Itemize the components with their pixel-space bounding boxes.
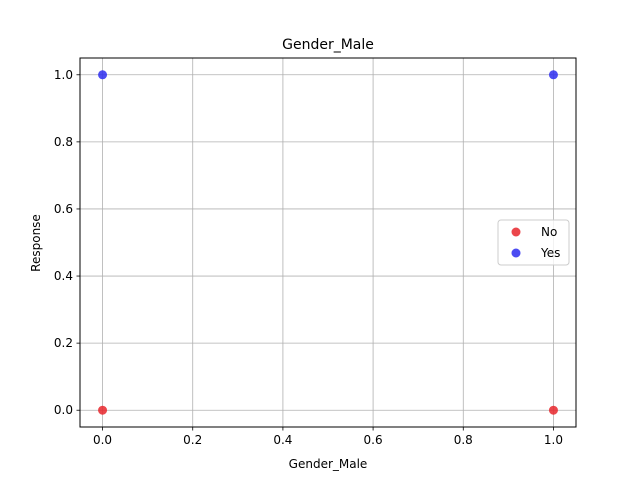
- x-tick-label: 0.2: [183, 433, 202, 447]
- legend-label-no: No: [541, 225, 557, 239]
- point-no: [98, 405, 108, 415]
- y-tick-label: 0.6: [54, 202, 73, 216]
- data-points: [98, 70, 558, 415]
- x-tick-label: 1.0: [544, 433, 563, 447]
- chart-title: Gender_Male: [282, 37, 374, 53]
- x-tick-label: 0.8: [454, 433, 473, 447]
- x-tick-label: 0.6: [364, 433, 383, 447]
- legend-marker-no: [511, 227, 521, 237]
- y-tick-label: 0.4: [54, 269, 73, 283]
- point-yes: [98, 70, 108, 80]
- y-axis: 0.0 0.2 0.4 0.6 0.8 1.0: [54, 68, 80, 417]
- legend: No Yes: [497, 219, 570, 266]
- legend-marker-yes: [511, 248, 521, 258]
- x-axis-label: Gender_Male: [289, 457, 368, 471]
- x-axis: 0.0 0.2 0.4 0.6 0.8 1.0: [93, 427, 563, 447]
- y-axis-label: Response: [29, 214, 43, 272]
- point-yes: [548, 70, 558, 80]
- y-tick-label: 0.8: [54, 135, 73, 149]
- x-tick-label: 0.0: [93, 433, 112, 447]
- x-tick-label: 0.4: [273, 433, 292, 447]
- legend-label-yes: Yes: [540, 246, 560, 260]
- point-no: [548, 405, 558, 415]
- plot-area-frame: [79, 57, 577, 428]
- y-tick-label: 0.0: [54, 403, 73, 417]
- y-tick-label: 0.2: [54, 336, 73, 350]
- y-tick-label: 1.0: [54, 68, 73, 82]
